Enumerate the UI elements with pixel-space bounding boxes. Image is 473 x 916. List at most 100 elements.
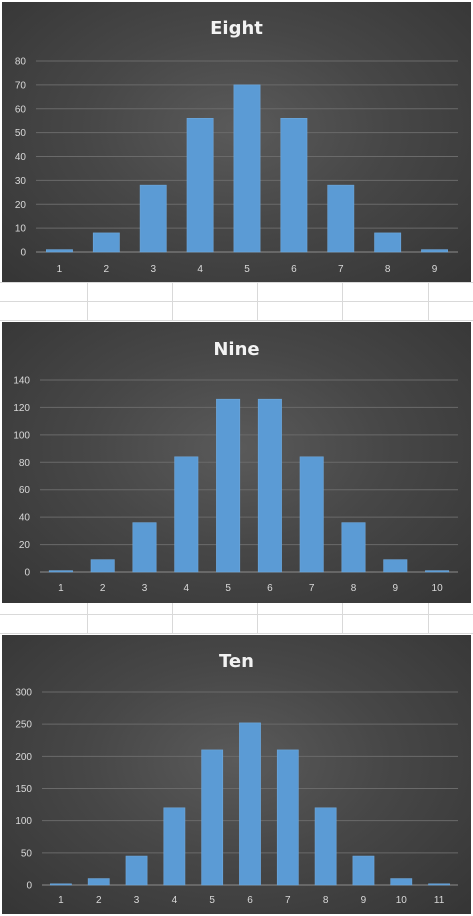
chart-title: Eight [210,18,263,39]
y-tick-label: 40 [19,513,31,524]
bar [328,185,354,252]
chart-svg: Ten 0 50 100 150 200 250 300 1 2 3 4 5 6 7 8 9 10 11 [2,635,471,914]
chart-eight[interactable]: Eight 0 10 20 30 40 50 60 70 80 1 2 3 4 5 6 7 8 9 [2,2,471,282]
chart-title: Ten [219,651,254,672]
x-tick-label: 8 [351,583,357,594]
bar [46,250,72,252]
x-tick-label: 9 [393,583,399,594]
x-tick-label: 5 [209,895,215,906]
x-tick-label: 4 [172,895,178,906]
y-tick-label: 30 [15,176,27,187]
x-tick-label: 10 [432,583,444,594]
sheet-gridline [0,320,473,321]
x-tick-label: 6 [267,583,273,594]
y-tick-label: 80 [15,57,27,68]
sheet-gridline [0,301,473,302]
y-tick-label: 40 [15,152,27,163]
y-tick-label: 100 [15,816,32,827]
x-tick-label: 1 [58,895,64,906]
bar [88,879,109,885]
sheet-gridline [342,603,343,634]
bar [258,399,281,572]
bar [216,399,239,572]
bar [429,884,450,885]
bar [277,750,298,885]
bar [175,457,198,572]
sheet-gridline [0,614,473,615]
x-tick-label: 10 [396,895,408,906]
x-tick-label: 3 [150,264,156,275]
x-tick-label: 1 [58,583,64,594]
x-tick-label: 7 [285,895,291,906]
bar [391,879,412,885]
x-tick-label: 6 [291,264,297,275]
y-tick-label: 140 [13,376,30,387]
chart-title: Nine [213,339,259,360]
bar [239,723,260,885]
chart-svg: Nine 0 20 40 60 80 100 120 140 1 2 3 4 5 6 7 8 9 10 [2,322,471,603]
chart-ten[interactable]: Ten 0 50 100 150 200 250 300 1 2 3 4 5 6 7 8 9 10 11 [2,635,471,914]
sheet-gridline [172,603,173,634]
bar [281,118,307,252]
bar [49,571,72,572]
bar [126,856,147,885]
y-tick-label: 300 [15,688,32,699]
bar [353,856,374,885]
x-tick-label: 2 [100,583,106,594]
sheet-gridline [0,282,473,283]
x-tick-label: 2 [104,264,110,275]
y-tick-label: 10 [15,224,27,235]
y-tick-label: 60 [19,485,31,496]
sheet-gridline [172,282,173,321]
x-tick-label: 6 [247,895,253,906]
y-tick-label: 50 [15,128,27,139]
x-tick-label: 7 [338,264,344,275]
y-tick-label: 0 [26,881,32,892]
x-tick-label: 2 [96,895,102,906]
bar [93,233,119,252]
chart-svg: Eight 0 10 20 30 40 50 60 70 80 1 2 3 4 5 6 7 8 9 [2,2,471,282]
y-tick-label: 20 [15,200,27,211]
sheet-gridline [342,282,343,321]
bar [187,118,213,252]
y-tick-label: 70 [15,80,27,91]
y-tick-label: 0 [20,248,26,259]
bar [375,233,401,252]
x-tick-label: 9 [361,895,367,906]
sheet-gridline [0,633,473,634]
bar [140,185,166,252]
y-tick-label: 0 [24,568,30,579]
y-tick-label: 60 [15,104,27,115]
bar [300,457,323,572]
x-tick-label: 11 [434,895,445,906]
bar [164,808,185,885]
x-tick-label: 4 [197,264,203,275]
sheet-gridline [428,282,429,321]
y-tick-label: 150 [15,784,32,795]
bar [50,884,71,885]
sheet-gridline [257,282,258,321]
sheet-gridline [87,282,88,321]
bar [384,560,407,572]
sheet-gridline [87,603,88,634]
bar [421,250,447,252]
sheet-gridline [428,603,429,634]
x-tick-label: 8 [323,895,329,906]
bar [202,750,223,885]
x-tick-label: 5 [244,264,250,275]
bar [91,560,114,572]
x-tick-label: 5 [225,583,231,594]
y-tick-label: 250 [15,720,32,731]
chart-nine[interactable]: Nine 0 20 40 60 80 100 120 140 1 2 3 4 5 6 7 8 9 10 [2,322,471,603]
x-tick-label: 7 [309,583,315,594]
bar [133,523,156,572]
y-tick-label: 100 [13,430,30,441]
y-tick-label: 200 [15,752,32,763]
x-tick-label: 9 [432,264,438,275]
bar [315,808,336,885]
x-tick-label: 3 [142,583,148,594]
bar [234,85,260,252]
y-tick-label: 120 [13,403,30,414]
x-tick-label: 1 [57,264,63,275]
x-tick-label: 3 [134,895,140,906]
